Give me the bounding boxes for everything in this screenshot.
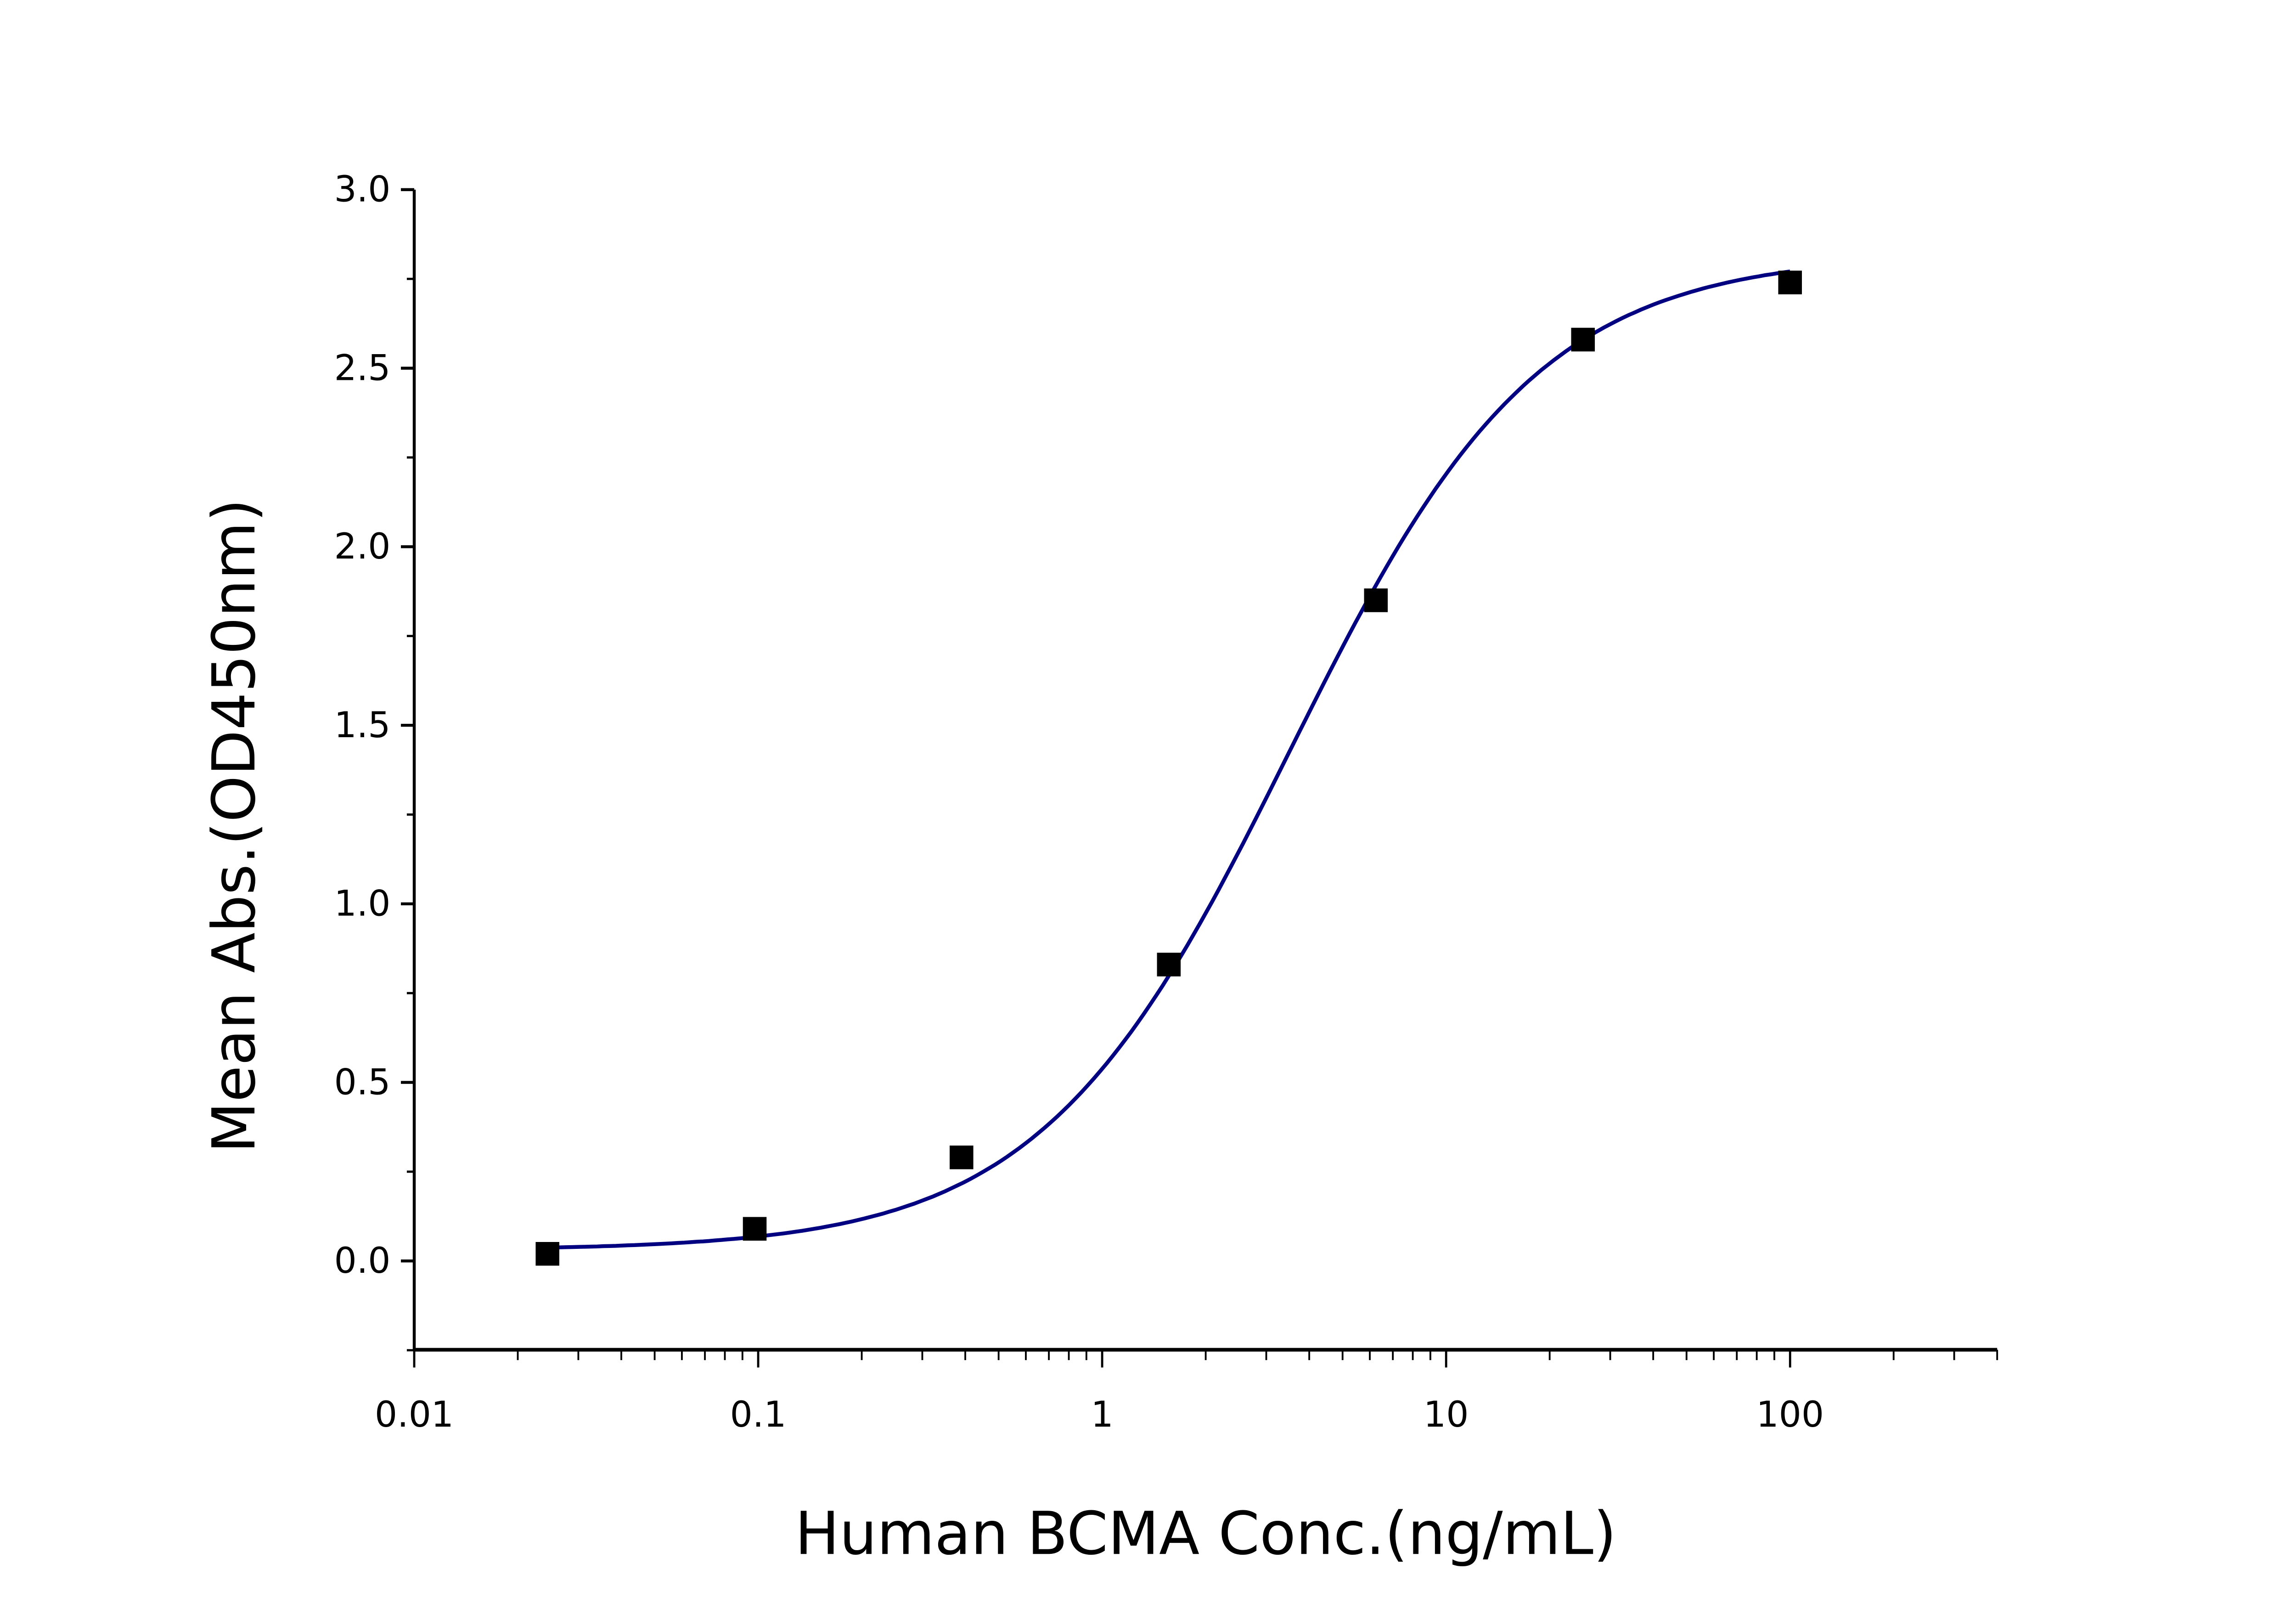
- x-tick-label: 100: [1756, 1394, 1824, 1435]
- data-points: [535, 271, 1802, 1266]
- y-tick-label: 0.0: [334, 1240, 391, 1281]
- data-point: [950, 1146, 974, 1169]
- y-tick-label: 2.5: [334, 347, 391, 389]
- y-tick-label: 2.0: [334, 526, 391, 567]
- x-tick-label: 0.01: [375, 1394, 454, 1435]
- y-tick-label: 3.0: [334, 169, 391, 210]
- data-point: [743, 1217, 767, 1241]
- x-tick-labels: 0.01 0.1 1 10 100: [375, 1394, 1824, 1435]
- x-tick-label: 10: [1424, 1394, 1469, 1435]
- axes: [401, 188, 1998, 1368]
- data-point: [1364, 588, 1388, 612]
- data-point: [535, 1242, 560, 1266]
- y-axis-label: Mean Abs.(OD450nm): [200, 499, 269, 1153]
- y-tick-label: 1.5: [334, 705, 391, 746]
- fit-curve: [547, 269, 1790, 1250]
- x-tick-label: 0.1: [730, 1394, 787, 1435]
- data-point: [1157, 953, 1181, 976]
- x-tick-label: 1: [1091, 1394, 1114, 1435]
- data-point: [1778, 271, 1802, 294]
- y-tick-label: 1.0: [334, 883, 391, 925]
- y-tick-labels: 0.0 0.5 1.0 1.5 2.0 2.5 3.0: [334, 169, 391, 1281]
- y-tick-label: 0.5: [334, 1061, 391, 1103]
- x-axis-label: Human BCMA Conc.(ng/mL): [795, 1499, 1616, 1568]
- data-point: [1571, 327, 1595, 352]
